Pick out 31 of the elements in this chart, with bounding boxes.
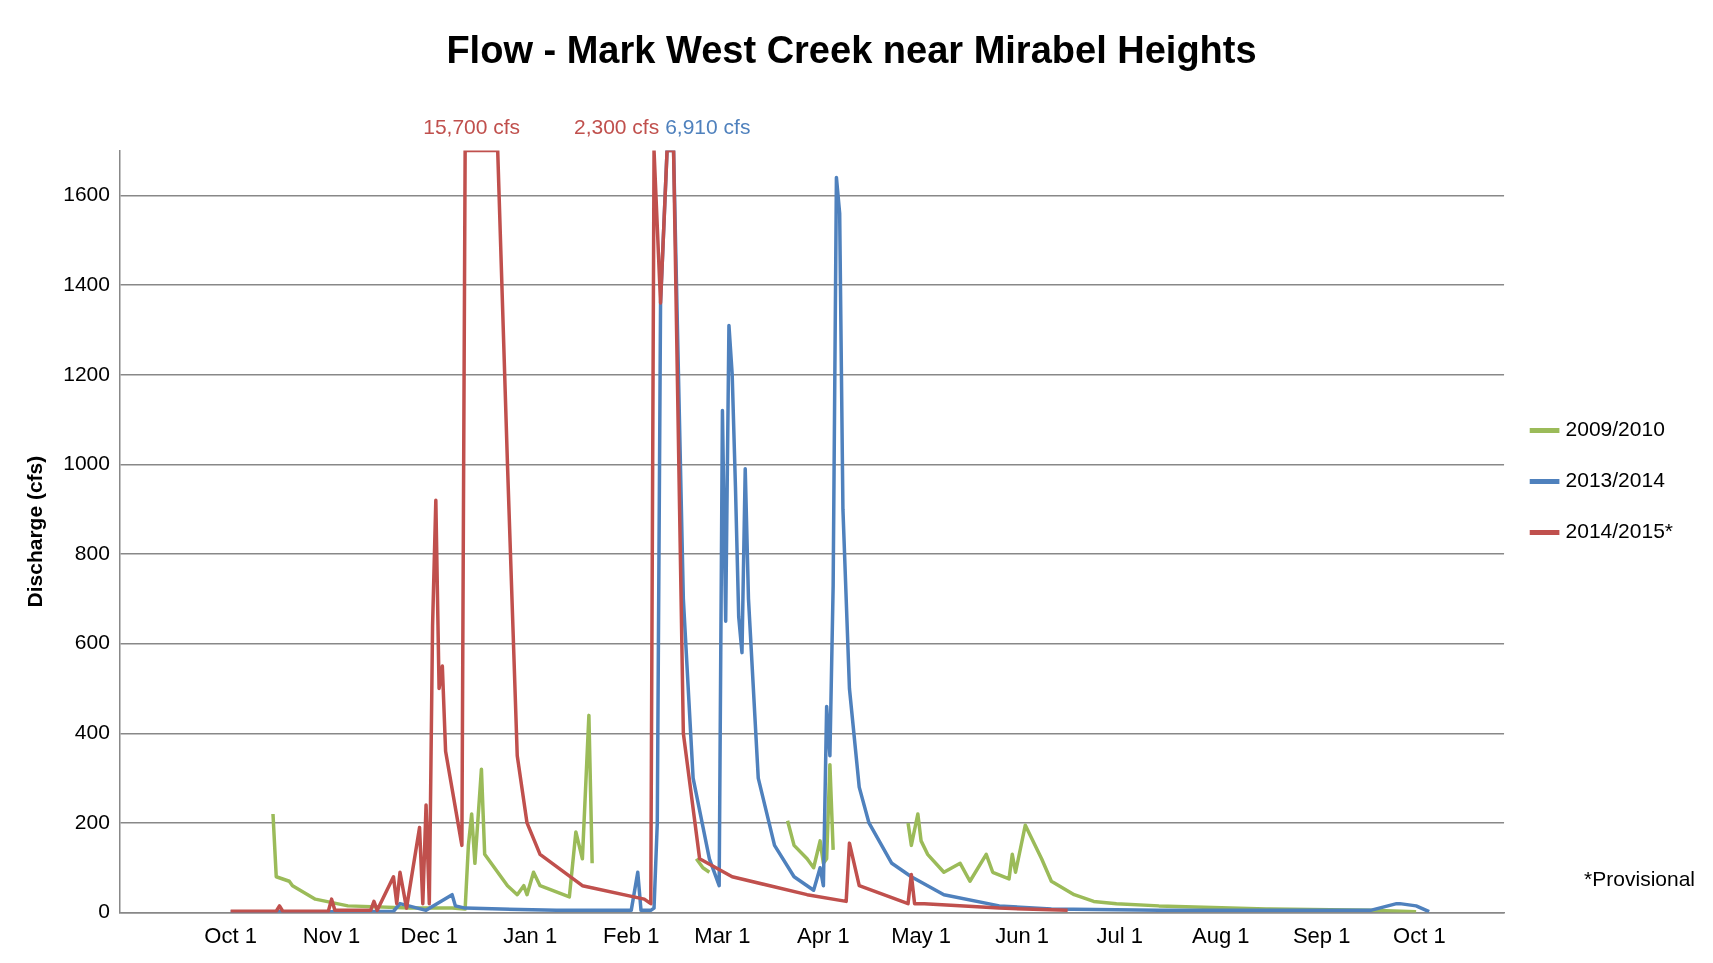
y-tick-label: 200 bbox=[74, 809, 110, 833]
y-tick-label: 400 bbox=[74, 720, 110, 744]
annotation: 15,700 cfs bbox=[423, 114, 521, 138]
annotation: 6,910 cfs bbox=[665, 114, 751, 138]
x-tick-label: Mar 1 bbox=[694, 922, 751, 948]
y-tick-label: 1400 bbox=[63, 271, 110, 295]
x-tick-label: Oct 1 bbox=[204, 922, 257, 948]
y-tick-label: 600 bbox=[74, 630, 110, 654]
x-tick-label: Aug 1 bbox=[1191, 922, 1250, 948]
y-axis-title: Discharge (cfs) bbox=[23, 455, 47, 608]
x-tick-label: May 1 bbox=[891, 922, 952, 948]
legend-label: 2014/2015* bbox=[1565, 519, 1674, 543]
y-tick-label: 1600 bbox=[63, 182, 110, 206]
y-tick-label: 1000 bbox=[63, 451, 110, 475]
x-tick-label: Nov 1 bbox=[302, 922, 361, 948]
text: *Provisional bbox=[1584, 866, 1695, 890]
x-tick-label: Dec 1 bbox=[400, 922, 459, 948]
annotation: 2,300 cfs bbox=[573, 114, 660, 138]
x-tick-label: Apr 1 bbox=[797, 922, 850, 948]
x-tick-label: Jun 1 bbox=[995, 922, 1049, 948]
x-tick-label: Jan 1 bbox=[503, 922, 558, 948]
legend-label: 2013/2014 bbox=[1565, 468, 1666, 492]
x-tick-label: Feb 1 bbox=[603, 922, 660, 948]
chart-title: Flow - Mark West Creek near Mirabel Heights bbox=[446, 29, 1257, 72]
legend-label: 2009/2010 bbox=[1565, 417, 1665, 441]
y-tick-label: 800 bbox=[74, 540, 110, 564]
x-tick-label: Jul 1 bbox=[1096, 922, 1143, 948]
x-tick-label: Sep 1 bbox=[1292, 922, 1351, 948]
y-tick-label: 1200 bbox=[63, 361, 110, 385]
x-tick-label: Oct 1 bbox=[1393, 922, 1446, 948]
y-tick-label: 0 bbox=[98, 899, 110, 923]
